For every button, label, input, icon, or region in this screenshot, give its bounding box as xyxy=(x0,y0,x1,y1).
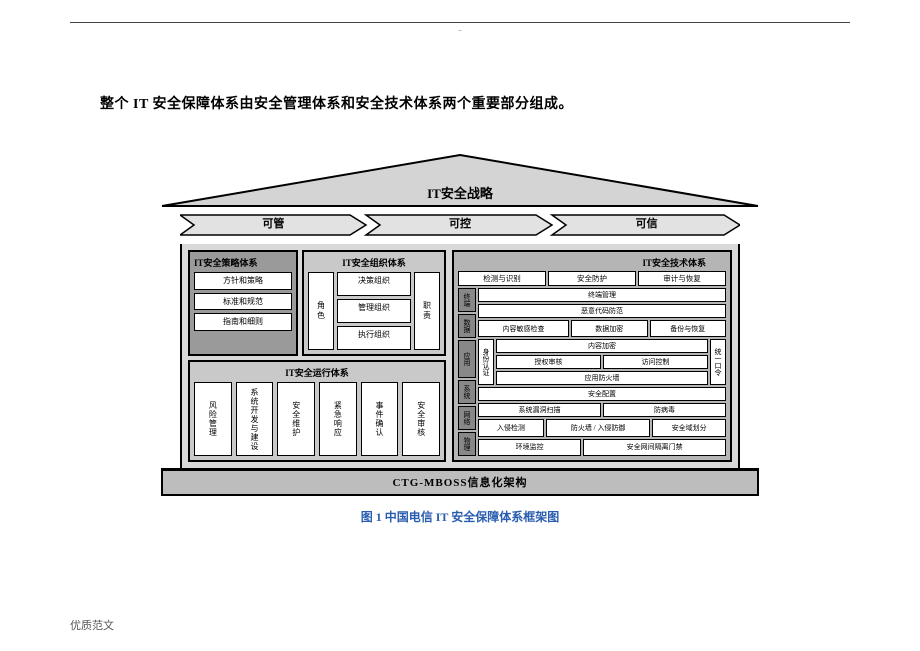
layer-label-net: 网络 xyxy=(458,406,476,430)
sys-1: 安全配置 xyxy=(478,387,726,401)
arrow-label-2: 可控 xyxy=(367,212,554,240)
top-horizontal-rule xyxy=(70,22,850,23)
ops-item-1: 风险管理 xyxy=(194,382,232,456)
intro-paragraph: 整个 IT 安全保障体系由安全管理体系和安全技术体系两个重要部分组成。 xyxy=(100,93,850,113)
terminal-1: 终端管理 xyxy=(478,288,726,302)
sys-2b: 防病毒 xyxy=(603,403,726,417)
net-3: 安全域划分 xyxy=(652,419,726,436)
layer-label-app: 应用 xyxy=(458,340,476,377)
arrow-bar: 可管 可控 可信 xyxy=(180,212,740,240)
app-r1: 内容加密 xyxy=(496,339,708,353)
ops-item-3: 安全维护 xyxy=(277,382,315,456)
net-2: 防火墙 / 入侵防御 xyxy=(546,419,651,436)
roof: IT安全战略 xyxy=(160,153,760,208)
net-1: 入侵检测 xyxy=(478,419,544,436)
strategy-panel: IT安全策略体系 方针和策略 标准和规范 指南和细则 xyxy=(188,250,298,356)
app-left: 身份认证 xyxy=(478,339,494,385)
layer-label-data: 数据 xyxy=(458,314,476,338)
data-3: 备份与恢复 xyxy=(650,320,727,337)
header-mark: .. xyxy=(70,25,850,33)
org-right-side: 职责 xyxy=(414,272,440,350)
ops-item-5: 事件确认 xyxy=(361,382,399,456)
ops-title: IT安全运行体系 xyxy=(194,366,440,379)
house-body: IT安全策略体系 方针和策略 标准和规范 指南和细则 IT安全组织体系 角色 决… xyxy=(180,244,740,468)
phys-1: 环境监控 xyxy=(478,439,581,456)
layer-label-phys: 物理 xyxy=(458,432,476,456)
roof-label: IT安全战略 xyxy=(160,183,760,202)
layer-labels: 终端 数据 应用 系统 网络 物理 xyxy=(458,288,476,456)
tech-top-2: 安全防护 xyxy=(548,271,636,286)
app-r2a: 授权审核 xyxy=(496,355,601,369)
plinth: CTG-MBOSS信息化架构 xyxy=(161,468,759,496)
ops-panel: IT安全运行体系 风险管理 系统开发与建设 安全维护 紧急响应 事件确认 安全审… xyxy=(188,360,446,462)
phys-2: 安全网间隔离门禁 xyxy=(583,439,726,456)
strategy-item-3: 指南和细则 xyxy=(194,313,292,331)
figure-container: IT安全战略 可管 可控 可信 IT安全策略体系 xyxy=(160,153,760,525)
org-left-side: 角色 xyxy=(308,272,334,350)
sys-2a: 系统漏洞扫描 xyxy=(478,403,601,417)
page-footer: 优质范文 xyxy=(70,617,114,633)
layer-label-sys: 系统 xyxy=(458,380,476,404)
org-title: IT安全组织体系 xyxy=(308,256,440,269)
ops-item-6: 安全审核 xyxy=(402,382,440,456)
app-r2b: 访问控制 xyxy=(603,355,708,369)
ops-item-4: 紧急响应 xyxy=(319,382,357,456)
app-right: 统一口令 xyxy=(710,339,726,385)
app-r3: 应用防火墙 xyxy=(496,371,708,385)
terminal-2: 恶意代码防范 xyxy=(478,304,726,318)
strategy-item-2: 标准和规范 xyxy=(194,293,292,311)
arrow-label-3: 可信 xyxy=(553,212,740,240)
tech-top-1: 检测与识别 xyxy=(458,271,546,286)
document-page: .. 整个 IT 安全保障体系由安全管理体系和安全技术体系两个重要部分组成。 I… xyxy=(70,0,850,525)
layer-body: 终端管理 恶意代码防范 内容敏感检查 数据加密 备份与恢复 xyxy=(478,288,726,456)
tech-panel: IT安全技术体系 检测与识别 安全防护 审计与恢复 终端 数据 应用 系统 网络 xyxy=(452,250,732,462)
right-column: IT安全技术体系 检测与识别 安全防护 审计与恢复 终端 数据 应用 系统 网络 xyxy=(452,250,732,462)
strategy-title: IT安全策略体系 xyxy=(194,256,292,269)
figure-caption: 图 1 中国电信 IT 安全保障体系框架图 xyxy=(160,508,760,525)
tech-top-3: 审计与恢复 xyxy=(638,271,726,286)
left-column: IT安全策略体系 方针和策略 标准和规范 指南和细则 IT安全组织体系 角色 决… xyxy=(188,250,446,462)
arrow-label-1: 可管 xyxy=(180,212,367,240)
tech-grid: 终端 数据 应用 系统 网络 物理 终端管理 恶意代码防范 xyxy=(458,288,726,456)
org-panel: IT安全组织体系 角色 决策组织 管理组织 执行组织 职责 xyxy=(302,250,446,356)
strategy-item-1: 方针和策略 xyxy=(194,272,292,290)
tech-title: IT安全技术体系 xyxy=(458,256,726,269)
org-item-3: 执行组织 xyxy=(337,326,411,350)
data-2: 数据加密 xyxy=(571,320,648,337)
data-1: 内容敏感检查 xyxy=(478,320,569,337)
ops-item-2: 系统开发与建设 xyxy=(236,382,274,456)
org-item-2: 管理组织 xyxy=(337,299,411,323)
layer-label-terminal: 终端 xyxy=(458,288,476,312)
org-item-1: 决策组织 xyxy=(337,272,411,296)
